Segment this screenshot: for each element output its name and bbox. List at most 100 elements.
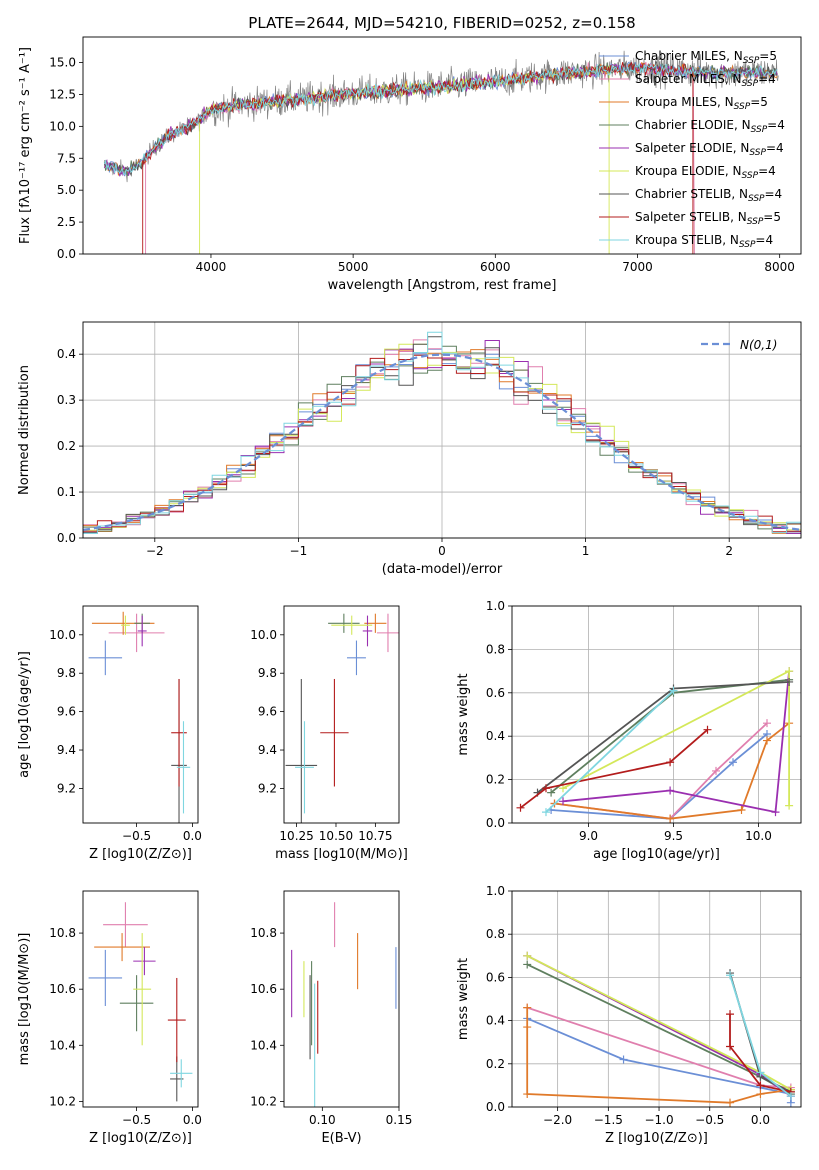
weight-marker [771, 808, 780, 817]
y-tick-label: 10.0 [250, 628, 277, 642]
chart-weight-vs-Z: −2.0 −1.5 −1.0 −0.5 0.0 0.0 0.2 0.4 0.6 0.8 1.0 Z [… [456, 884, 802, 1146]
y-tick-label: 9.6 [57, 705, 76, 719]
weight-line [545, 689, 675, 813]
weight-marker [756, 1081, 765, 1090]
axes-frame [82, 36, 802, 255]
axes-frame [82, 890, 199, 1108]
axes-frame [283, 890, 400, 1108]
x-tick-label: −2 [146, 544, 164, 558]
y-axis-label: Flux [fλ10⁻¹⁷ erg cm⁻² s⁻¹ A⁻¹] [18, 47, 33, 244]
x-tick-label: 10.0 [745, 829, 772, 843]
weight-series-kroupa-miles [550, 719, 794, 823]
axes-frame [82, 321, 802, 539]
x-tick-label: 10.25 [279, 829, 313, 843]
x-axis-label: age [log10(age/yr)] [593, 847, 720, 862]
errorbar-chabrier-stelib [285, 678, 318, 823]
legend-entry: Chabrier ELODIE, NSSP=4 [635, 118, 785, 135]
y-tick-label: 0.0 [486, 1100, 505, 1114]
weight-marker [523, 960, 532, 969]
weight-marker [703, 725, 712, 734]
weight-marker [666, 814, 675, 823]
y-tick-label: 7.5 [57, 151, 76, 165]
residual-histogram-salpeter-stelib [83, 354, 801, 533]
axes-frame [511, 890, 802, 1108]
plot-area [523, 951, 795, 1107]
y-tick-label: 0.1 [57, 485, 76, 499]
legend-entry: Kroupa STELIB, NSSP=4 [635, 233, 773, 250]
y-tick-label: 12.5 [49, 87, 76, 101]
weight-marker [523, 1023, 532, 1032]
weight-marker [785, 667, 794, 676]
x-tick-label: 0.0 [751, 1113, 770, 1127]
legend-entry: Salpeter ELODIE, NSSP=4 [635, 141, 784, 158]
y-tick-label: 10.2 [49, 1094, 76, 1108]
axes-frame [283, 605, 400, 824]
axes-frame [82, 605, 199, 824]
x-tick-label: −1.5 [594, 1113, 623, 1127]
y-tick-label: 1.0 [486, 599, 505, 613]
x-tick-label: 9.5 [664, 829, 683, 843]
y-tick-label: 0.2 [57, 439, 76, 453]
x-tick-label: 2 [725, 544, 733, 558]
x-tick-label: −1.0 [644, 1113, 673, 1127]
chart-mass-vs-EBV: 0.10 0.15 10.2 10.4 10.6 10.8 E(B-V) [250, 890, 412, 1146]
x-tick-label: 0.0 [183, 1113, 202, 1127]
y-tick-label: 0.2 [486, 773, 505, 787]
x-tick-label: 9.0 [579, 829, 598, 843]
y-tick-label: 10.4 [49, 1038, 76, 1052]
normal-distribution-curve [83, 353, 801, 531]
x-tick-label: 4000 [196, 260, 227, 274]
chart-mass-vs-Z: −0.5 0.0 10.2 10.4 10.6 10.8 Z [log10(Z/Z⊙)] ma… [17, 890, 202, 1146]
y-tick-label: 0.4 [486, 729, 505, 743]
weight-series-kroupa-miles [523, 1003, 795, 1107]
y-tick-label: 10.8 [250, 926, 277, 940]
weight-line [562, 669, 790, 806]
y-tick-label: 0.2 [486, 1057, 505, 1071]
weight-marker [763, 719, 771, 728]
weight-marker [786, 1092, 795, 1101]
x-tick-label: −1 [290, 544, 308, 558]
weight-marker [619, 1055, 628, 1064]
y-tick-label: 10.0 [49, 119, 76, 133]
errorbar-kroupa-elodie [133, 933, 152, 1046]
weight-marker [559, 797, 567, 806]
errorbar-chabrier-elodie [119, 975, 154, 1032]
x-tick-label: 7000 [622, 260, 653, 274]
errorbar-salpeter-miles [103, 902, 148, 948]
errorbar-kroupa-stelib [176, 721, 191, 814]
y-tick-label: 9.2 [57, 781, 76, 795]
weight-line [562, 671, 790, 814]
errorbar-chabrier-miles [88, 949, 123, 1007]
model-spectrum-kroupa-stelib [103, 62, 778, 175]
weight-marker [523, 1090, 532, 1099]
weight-marker [729, 758, 737, 767]
weight-marker [669, 686, 678, 695]
x-axis-label: mass [log10(M/M⊙)] [275, 847, 408, 862]
errorbar-salpeter-miles [108, 613, 165, 653]
x-tick-label: 10.50 [319, 829, 353, 843]
chart-spectrum: 4000 5000 6000 7000 8000 0.0 2.5 5.0 7.5 10.0 12.5… [18, 36, 802, 293]
x-tick-label: 8000 [764, 260, 795, 274]
y-axis-label: mass [log10(M/M⊙)] [17, 933, 32, 1066]
errorbar-kroupa-miles [94, 933, 150, 962]
errorbar-kroupa-stelib [295, 721, 314, 814]
x-axis-label: E(B-V) [321, 1131, 361, 1146]
weight-marker [737, 805, 746, 814]
plot-area [88, 902, 193, 1102]
y-tick-label: 10.6 [49, 982, 76, 996]
errorbar-salpeter-stelib [167, 977, 186, 1063]
legend-entry: Chabrier MILES, NSSP=5 [635, 49, 777, 66]
plot-area [516, 667, 794, 823]
weight-series-kroupa-elodie [559, 667, 794, 810]
x-axis-label: wavelength [Angstrom, rest frame] [328, 278, 557, 293]
weight-marker [516, 803, 525, 812]
y-tick-label: 10.0 [49, 628, 76, 642]
y-tick-label: 9.6 [258, 705, 277, 719]
y-tick-label: 0.8 [486, 927, 505, 941]
x-tick-label: −0.5 [695, 1113, 724, 1127]
figure-title: PLATE=2644, MJD=54210, FIBERID=0252, z=0… [248, 14, 635, 32]
weight-marker [756, 1090, 765, 1099]
y-tick-label: 0.0 [57, 247, 76, 261]
errorbar-kroupa-stelib [170, 1059, 193, 1088]
